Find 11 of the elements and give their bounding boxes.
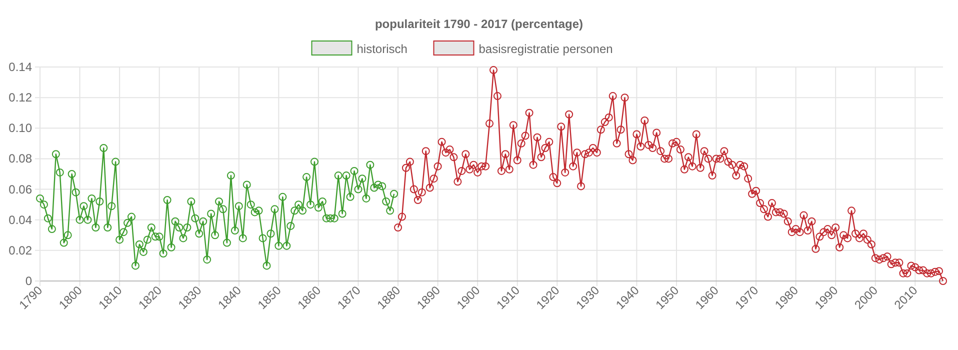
y-tick-label: 0.08 (8, 152, 32, 166)
legend-label: historisch (356, 42, 408, 56)
y-tick-label: 0.02 (8, 243, 32, 258)
y-tick-label: 0.06 (8, 182, 32, 196)
y-tick-label: 0.12 (8, 90, 32, 105)
legend-label: basisregistratie personen (478, 42, 613, 56)
chart-title: populariteit 1790 - 2017 (percentage) (374, 17, 584, 31)
y-tick-label: 0.04 (8, 212, 32, 227)
y-tick-label: 0.14 (8, 60, 32, 74)
y-tick-label: 0.10 (8, 121, 32, 136)
y-tick-label: 0 (25, 274, 32, 288)
